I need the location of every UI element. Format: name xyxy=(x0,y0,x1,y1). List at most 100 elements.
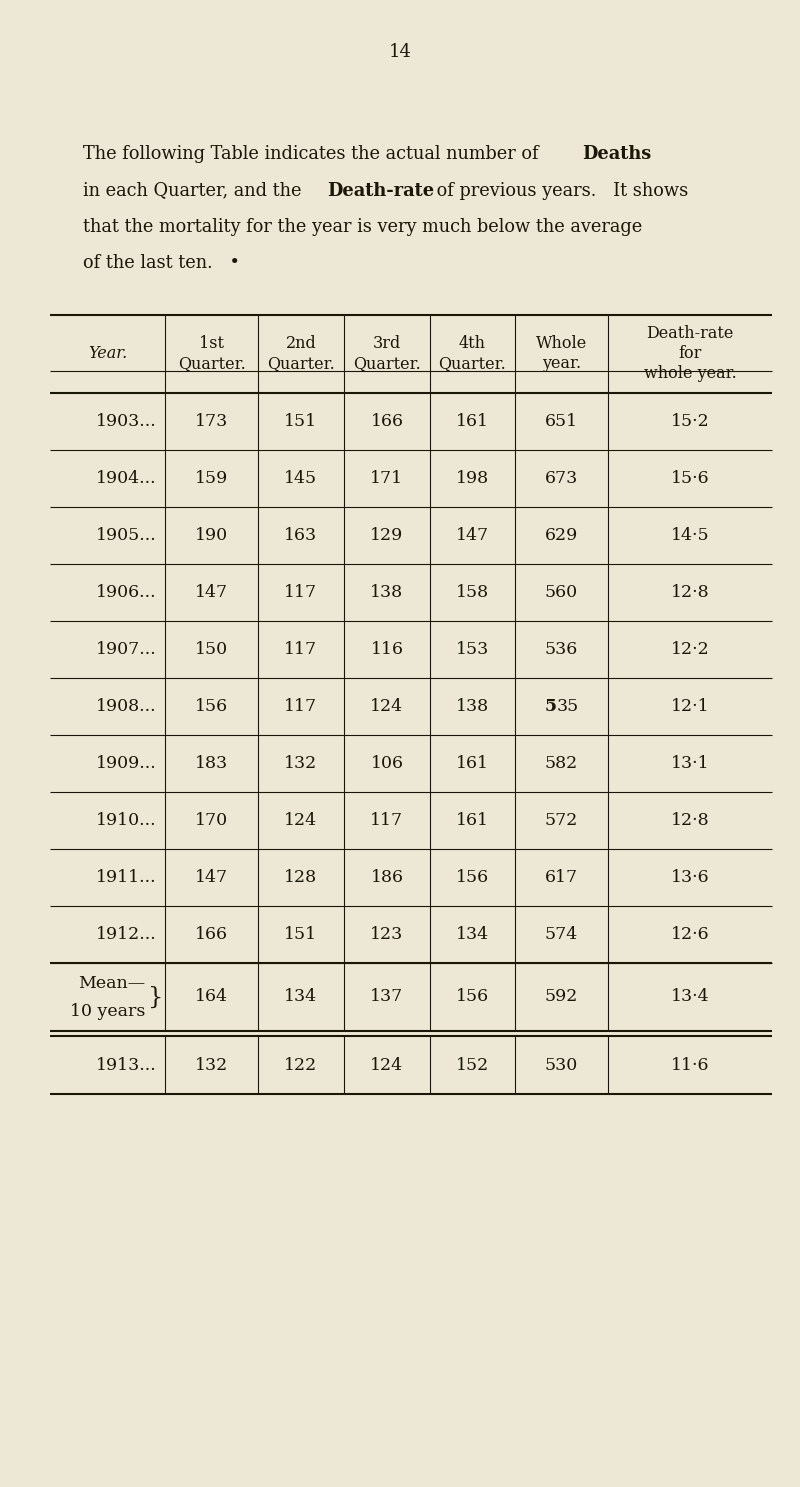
Text: 170: 170 xyxy=(195,812,228,828)
Text: 123: 123 xyxy=(370,926,404,943)
Text: 12·8: 12·8 xyxy=(670,812,710,828)
Text: 1st: 1st xyxy=(199,336,224,352)
Text: of previous years.   It shows: of previous years. It shows xyxy=(430,181,688,199)
Text: Mean—: Mean— xyxy=(78,974,145,992)
Text: 14·5: 14·5 xyxy=(670,526,710,544)
Text: 129: 129 xyxy=(370,526,404,544)
Text: 35: 35 xyxy=(557,697,578,715)
Text: 117: 117 xyxy=(285,697,318,715)
Text: 132: 132 xyxy=(284,755,318,772)
Text: 651: 651 xyxy=(545,413,578,430)
Text: 560: 560 xyxy=(545,584,578,601)
Text: 134: 134 xyxy=(456,926,489,943)
Text: 1908...: 1908... xyxy=(96,697,157,715)
Text: Deaths: Deaths xyxy=(582,146,651,164)
Text: 617: 617 xyxy=(545,868,578,886)
Text: 117: 117 xyxy=(370,812,403,828)
Text: 574: 574 xyxy=(545,926,578,943)
Text: 673: 673 xyxy=(545,470,578,488)
Text: The following Table indicates the actual number of: The following Table indicates the actual… xyxy=(83,146,544,164)
Text: 161: 161 xyxy=(456,812,489,828)
Text: 147: 147 xyxy=(456,526,489,544)
Text: 536: 536 xyxy=(545,641,578,659)
Text: }: } xyxy=(148,986,163,1008)
Text: 198: 198 xyxy=(456,470,489,488)
Text: 137: 137 xyxy=(370,989,404,1005)
Text: Quarter.: Quarter. xyxy=(267,355,335,373)
Text: 156: 156 xyxy=(456,989,489,1005)
Text: 166: 166 xyxy=(195,926,228,943)
Text: 1905...: 1905... xyxy=(96,526,157,544)
Text: Quarter.: Quarter. xyxy=(178,355,246,373)
Text: 1911...: 1911... xyxy=(96,868,157,886)
Text: 1909...: 1909... xyxy=(96,755,157,772)
Text: for: for xyxy=(678,345,702,363)
Text: 15·6: 15·6 xyxy=(670,470,710,488)
Text: of the last ten.   •: of the last ten. • xyxy=(83,254,240,272)
Text: in each Quarter, and the: in each Quarter, and the xyxy=(83,181,307,199)
Text: 171: 171 xyxy=(370,470,403,488)
Text: Whole: Whole xyxy=(536,336,587,352)
Text: 10 years: 10 years xyxy=(70,1002,145,1020)
Text: 124: 124 xyxy=(285,812,318,828)
Text: 629: 629 xyxy=(545,526,578,544)
Text: year.: year. xyxy=(542,355,581,373)
Text: 1903...: 1903... xyxy=(96,413,157,430)
Text: 150: 150 xyxy=(195,641,228,659)
Text: Year.: Year. xyxy=(88,345,127,363)
Text: 156: 156 xyxy=(195,697,228,715)
Text: 147: 147 xyxy=(195,868,228,886)
Text: 166: 166 xyxy=(370,413,403,430)
Text: 124: 124 xyxy=(370,697,403,715)
Text: 156: 156 xyxy=(456,868,489,886)
Text: 12·6: 12·6 xyxy=(670,926,710,943)
Text: 13·4: 13·4 xyxy=(670,989,710,1005)
Text: 13·6: 13·6 xyxy=(670,868,710,886)
Text: 147: 147 xyxy=(195,584,228,601)
Text: 13·1: 13·1 xyxy=(670,755,710,772)
Text: 14: 14 xyxy=(389,43,411,61)
Text: 151: 151 xyxy=(285,413,318,430)
Text: 190: 190 xyxy=(195,526,228,544)
Text: 4th: 4th xyxy=(459,336,486,352)
Text: 1910...: 1910... xyxy=(96,812,157,828)
Text: 138: 138 xyxy=(456,697,489,715)
Text: 12·2: 12·2 xyxy=(670,641,710,659)
Text: 161: 161 xyxy=(456,413,489,430)
Text: 163: 163 xyxy=(285,526,318,544)
Text: 592: 592 xyxy=(545,989,578,1005)
Text: 3rd: 3rd xyxy=(373,336,401,352)
Text: 145: 145 xyxy=(285,470,318,488)
Text: 116: 116 xyxy=(370,641,403,659)
Text: 12·8: 12·8 xyxy=(670,584,710,601)
Text: 1913...: 1913... xyxy=(96,1056,157,1074)
Text: 1907...: 1907... xyxy=(96,641,157,659)
Text: 158: 158 xyxy=(456,584,489,601)
Text: that the mortality for the year is very much below the average: that the mortality for the year is very … xyxy=(83,219,642,236)
Text: 530: 530 xyxy=(545,1056,578,1074)
Text: 186: 186 xyxy=(370,868,403,886)
Text: 117: 117 xyxy=(285,641,318,659)
Text: 164: 164 xyxy=(195,989,228,1005)
Text: 183: 183 xyxy=(195,755,228,772)
Text: 173: 173 xyxy=(195,413,228,430)
Text: 128: 128 xyxy=(285,868,318,886)
Text: whole year.: whole year. xyxy=(644,366,736,382)
Text: 106: 106 xyxy=(370,755,403,772)
Text: 1906...: 1906... xyxy=(96,584,157,601)
Text: 153: 153 xyxy=(456,641,489,659)
Text: 132: 132 xyxy=(195,1056,228,1074)
Text: 138: 138 xyxy=(370,584,403,601)
Text: Death-rate: Death-rate xyxy=(646,326,734,342)
Text: Quarter.: Quarter. xyxy=(438,355,506,373)
Text: 117: 117 xyxy=(285,584,318,601)
Text: 122: 122 xyxy=(284,1056,318,1074)
Text: 11·6: 11·6 xyxy=(670,1056,710,1074)
Text: 134: 134 xyxy=(285,989,318,1005)
Text: 2nd: 2nd xyxy=(286,336,316,352)
Text: 151: 151 xyxy=(285,926,318,943)
Text: 5: 5 xyxy=(544,697,557,715)
Text: 124: 124 xyxy=(370,1056,403,1074)
Text: 1912...: 1912... xyxy=(96,926,157,943)
Text: Quarter.: Quarter. xyxy=(353,355,421,373)
